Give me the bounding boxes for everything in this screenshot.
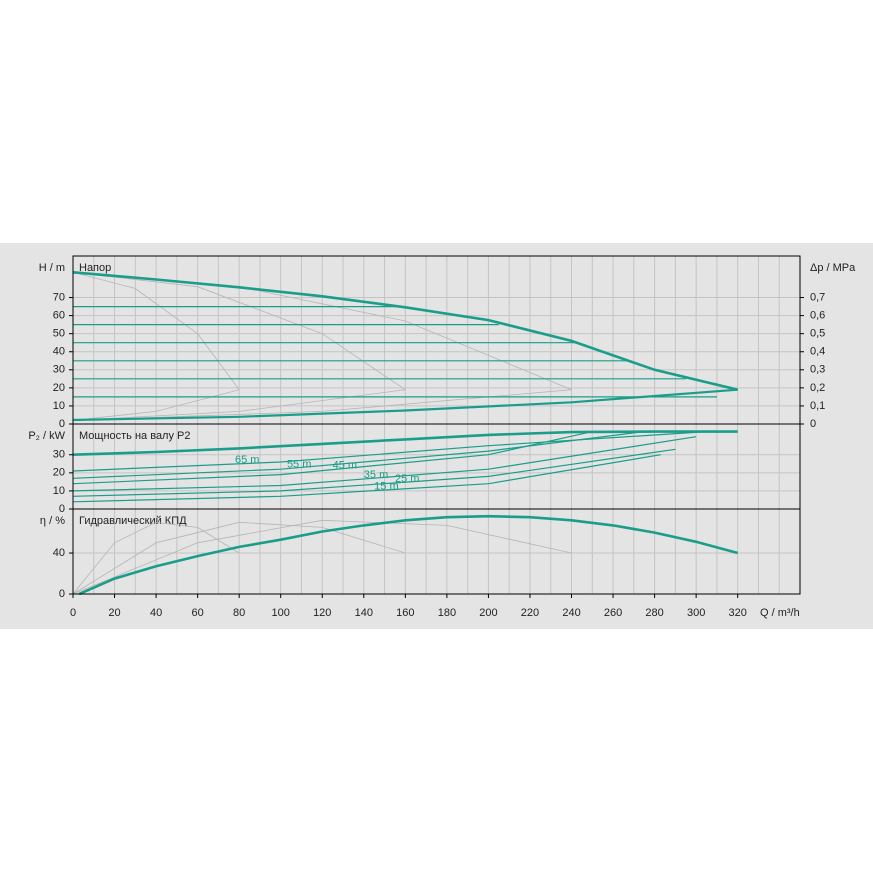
y2-tick-label: 0,2 [810, 382, 825, 394]
line [72, 271, 240, 390]
line [72, 519, 572, 595]
y-tick-label: 10 [53, 400, 65, 412]
y-tick-label: 20 [53, 382, 65, 394]
x-tick-label: 40 [150, 607, 162, 619]
series-label: 35 m [364, 469, 388, 481]
x-tick-label: 140 [355, 607, 373, 619]
x-tick-label: 180 [438, 607, 456, 619]
y-tick-label: 40 [53, 346, 65, 358]
y2-tick-label: 0,5 [810, 328, 825, 340]
y-tick-label: 0 [59, 588, 65, 600]
x-tick-label: 320 [729, 607, 747, 619]
y-tick-label: 0 [59, 503, 65, 515]
line [72, 271, 739, 391]
line [72, 271, 406, 391]
y2-tick-label: 0,4 [810, 346, 825, 358]
x-tick-label: 200 [479, 607, 497, 619]
line [78, 514, 739, 596]
y-axis-label: H / m [39, 262, 65, 274]
x-tick-label: 100 [272, 607, 290, 619]
line [72, 448, 676, 497]
y-tick-label: 30 [53, 449, 65, 461]
x-tick-label: 240 [562, 607, 580, 619]
y-tick-label: 40 [53, 547, 65, 559]
x-tick-label: 280 [645, 607, 663, 619]
y-axis-label: P₂ / kW [28, 430, 65, 442]
panel-title: Напор [79, 262, 111, 274]
series-label: 65 m [235, 454, 259, 466]
line [72, 388, 738, 422]
y2-tick-label: 0 [810, 418, 816, 430]
x-tick-label: 80 [233, 607, 245, 619]
y-tick-label: 10 [53, 485, 65, 497]
line [72, 521, 240, 595]
series-label: 15 m [374, 481, 398, 493]
x-tick-label: 0 [70, 607, 76, 619]
panel-title: Гидравлический КПД [79, 515, 187, 527]
x-tick-label: 260 [604, 607, 622, 619]
x-tick-label: 160 [396, 607, 414, 619]
line [72, 521, 406, 595]
x-tick-label: 60 [192, 607, 204, 619]
y2-tick-label: 0,6 [810, 310, 825, 322]
x-tick-label: 220 [521, 607, 539, 619]
x-tick-label: 120 [313, 607, 331, 619]
line [72, 436, 697, 492]
y2-tick-label: 0,1 [810, 400, 825, 412]
panel-title: Мощность на валу P2 [79, 430, 191, 442]
series-label: 45 m [333, 460, 357, 472]
line [72, 431, 593, 485]
y2-axis-label: Δp / MPa [810, 262, 856, 274]
panel-bg [0, 243, 873, 629]
x-tick-label: 300 [687, 607, 705, 619]
y-tick-label: 70 [53, 291, 65, 303]
series-label: 25 m [395, 473, 419, 485]
y-tick-label: 20 [53, 467, 65, 479]
y-axis-label: η / % [40, 515, 65, 527]
y-tick-label: 60 [53, 310, 65, 322]
x-tick-label: 20 [108, 607, 120, 619]
y-tick-label: 50 [53, 328, 65, 340]
line [72, 454, 661, 503]
plot-frame [72, 508, 801, 595]
y-tick-label: 30 [53, 364, 65, 376]
y2-tick-label: 0,3 [810, 364, 825, 376]
line [72, 431, 645, 479]
series-label: 55 m [287, 459, 311, 471]
line [72, 431, 707, 472]
y-tick-label: 0 [59, 418, 65, 430]
y2-tick-label: 0,7 [810, 291, 825, 303]
line [72, 430, 738, 456]
x-axis-label: Q / m³/h [760, 607, 800, 619]
